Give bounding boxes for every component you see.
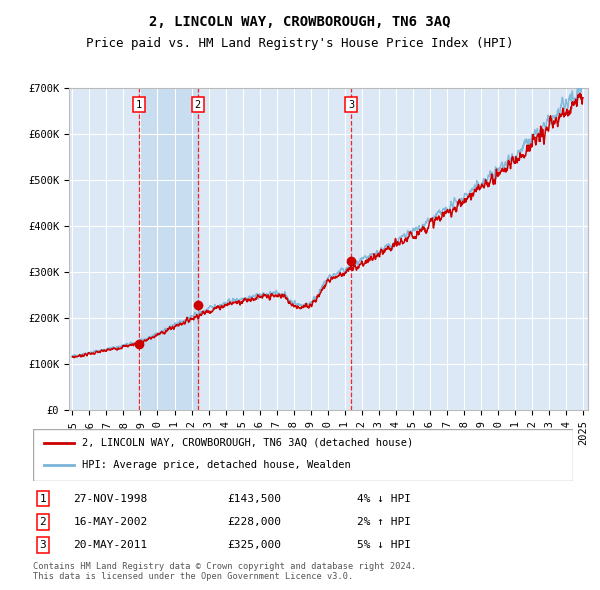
Text: 5% ↓ HPI: 5% ↓ HPI bbox=[357, 540, 411, 550]
Text: HPI: Average price, detached house, Wealden: HPI: Average price, detached house, Weal… bbox=[82, 460, 350, 470]
Text: 27-NOV-1998: 27-NOV-1998 bbox=[74, 494, 148, 503]
Text: 2: 2 bbox=[194, 100, 201, 110]
Bar bbox=[139, 88, 198, 410]
FancyBboxPatch shape bbox=[33, 429, 573, 481]
Text: 2: 2 bbox=[40, 517, 46, 527]
Text: Contains HM Land Registry data © Crown copyright and database right 2024.
This d: Contains HM Land Registry data © Crown c… bbox=[33, 562, 416, 581]
Text: 1: 1 bbox=[136, 100, 142, 110]
Text: Price paid vs. HM Land Registry's House Price Index (HPI): Price paid vs. HM Land Registry's House … bbox=[86, 37, 514, 50]
Text: 16-MAY-2002: 16-MAY-2002 bbox=[74, 517, 148, 527]
Text: £143,500: £143,500 bbox=[227, 494, 281, 503]
Text: £325,000: £325,000 bbox=[227, 540, 281, 550]
Text: 2% ↑ HPI: 2% ↑ HPI bbox=[357, 517, 411, 527]
Text: 3: 3 bbox=[40, 540, 46, 550]
Text: 20-MAY-2011: 20-MAY-2011 bbox=[74, 540, 148, 550]
Text: 1: 1 bbox=[40, 494, 46, 503]
Text: 2, LINCOLN WAY, CROWBOROUGH, TN6 3AQ (detached house): 2, LINCOLN WAY, CROWBOROUGH, TN6 3AQ (de… bbox=[82, 438, 413, 448]
Text: £228,000: £228,000 bbox=[227, 517, 281, 527]
Text: 3: 3 bbox=[348, 100, 354, 110]
Text: 4% ↓ HPI: 4% ↓ HPI bbox=[357, 494, 411, 503]
Text: 2, LINCOLN WAY, CROWBOROUGH, TN6 3AQ: 2, LINCOLN WAY, CROWBOROUGH, TN6 3AQ bbox=[149, 15, 451, 29]
